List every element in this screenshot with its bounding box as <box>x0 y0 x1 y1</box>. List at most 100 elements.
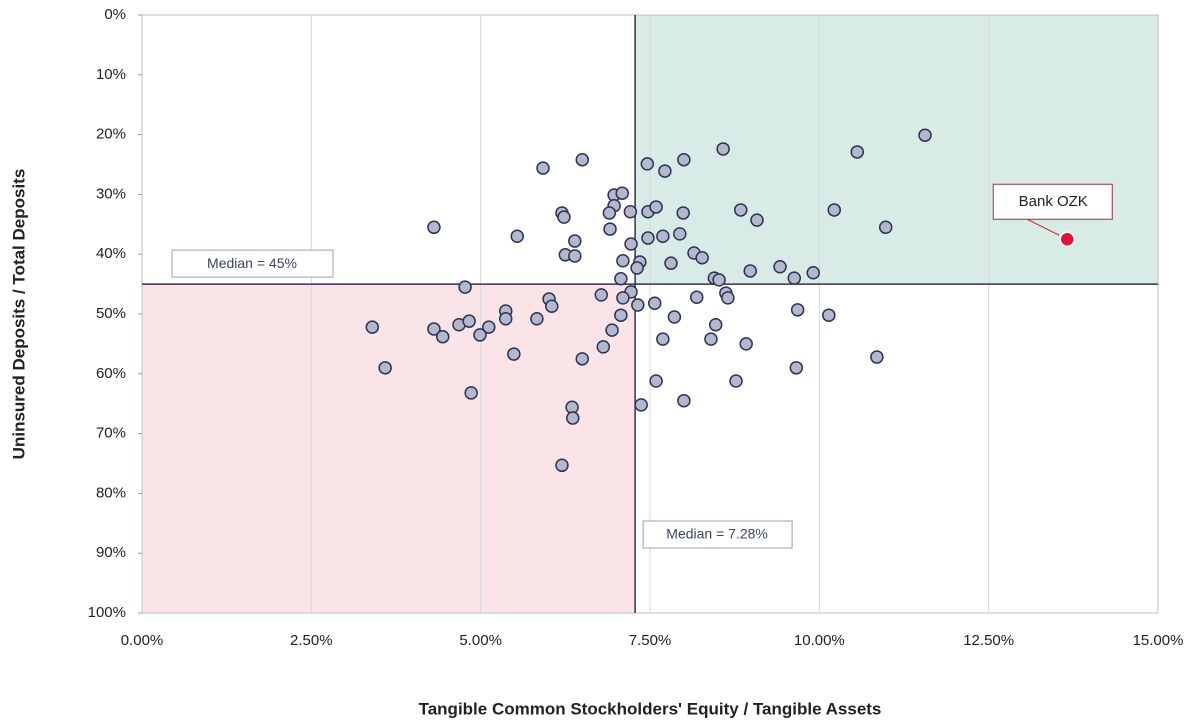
y-tick-label: 40% <box>96 245 126 262</box>
point <box>378 361 392 375</box>
point <box>708 318 723 332</box>
point <box>743 264 757 278</box>
point <box>689 290 704 305</box>
point <box>827 203 841 217</box>
point <box>664 256 678 270</box>
point <box>510 229 524 244</box>
x-tick-label: 10.00% <box>794 632 845 649</box>
point <box>640 157 655 171</box>
point <box>435 329 450 344</box>
x-tick-label: 5.00% <box>459 632 502 649</box>
point <box>605 323 619 337</box>
point <box>616 254 630 268</box>
point <box>458 280 472 294</box>
point <box>641 231 655 245</box>
point <box>822 308 836 322</box>
point <box>530 312 544 326</box>
point <box>658 164 672 178</box>
point <box>649 374 663 388</box>
point <box>677 393 691 408</box>
point <box>473 328 487 342</box>
point <box>568 249 582 263</box>
point <box>482 320 496 334</box>
point <box>566 411 580 425</box>
point <box>878 220 893 235</box>
callout-box <box>992 183 1113 220</box>
point <box>594 288 608 302</box>
point <box>427 220 441 235</box>
point <box>615 186 629 200</box>
point <box>676 206 690 220</box>
y-axis-label: Uninsured Deposits / Total Deposits <box>9 169 28 460</box>
median-x-box <box>642 520 793 549</box>
point <box>616 291 630 305</box>
point <box>806 265 820 280</box>
point <box>789 361 804 375</box>
point <box>630 261 644 275</box>
median-y-label: Median = 45% <box>207 255 297 271</box>
point <box>750 213 764 227</box>
callout-label: Bank OZK <box>1019 193 1088 210</box>
point <box>918 128 932 142</box>
point <box>603 222 617 236</box>
y-tick-label: 100% <box>88 604 126 621</box>
point <box>427 322 441 336</box>
point <box>614 308 628 322</box>
point <box>734 203 748 217</box>
point <box>568 234 582 248</box>
point <box>464 386 478 400</box>
quadrant-top-right <box>635 15 1158 285</box>
point <box>575 352 590 366</box>
point <box>647 296 662 310</box>
point <box>667 310 682 324</box>
point <box>624 237 638 251</box>
point <box>773 260 787 274</box>
plot-border <box>141 14 1159 614</box>
point <box>649 200 663 214</box>
y-tick-label: 60% <box>96 365 126 382</box>
point <box>790 303 805 317</box>
point <box>716 142 730 156</box>
point <box>634 398 648 412</box>
point <box>602 206 617 220</box>
y-tick-label: 30% <box>96 185 126 202</box>
x-tick-label: 15.00% <box>1133 632 1184 649</box>
x-tick-label: 0.00% <box>121 632 164 649</box>
point <box>695 251 709 265</box>
y-tick-label: 70% <box>96 425 126 442</box>
point <box>1059 231 1075 247</box>
point <box>712 273 726 287</box>
median-y-box <box>171 249 334 278</box>
y-tick-label: 10% <box>96 66 126 83</box>
point <box>596 340 611 354</box>
y-tick-label: 0% <box>104 6 126 23</box>
x-axis-label: Tangible Common Stockholders' Equity / T… <box>419 699 882 718</box>
point <box>365 320 380 334</box>
point <box>656 229 670 244</box>
y-tick-label: 90% <box>96 544 126 561</box>
point <box>557 210 571 224</box>
point <box>536 161 550 175</box>
quadrant-bottom-left <box>142 284 636 613</box>
point <box>614 271 628 286</box>
y-tick-label: 20% <box>96 126 126 143</box>
point <box>623 204 638 219</box>
point <box>850 145 865 159</box>
x-tick-label: 12.50% <box>963 632 1014 649</box>
y-tick-label: 80% <box>96 484 126 501</box>
point <box>721 291 735 305</box>
y-tick-label: 50% <box>96 305 126 322</box>
point <box>631 298 645 312</box>
point <box>677 152 691 167</box>
point <box>656 332 670 346</box>
point <box>673 227 687 241</box>
point <box>462 314 476 328</box>
point <box>870 350 884 364</box>
point <box>507 347 521 361</box>
point <box>555 458 569 473</box>
point <box>545 299 559 313</box>
point <box>787 271 802 285</box>
point <box>575 152 590 167</box>
